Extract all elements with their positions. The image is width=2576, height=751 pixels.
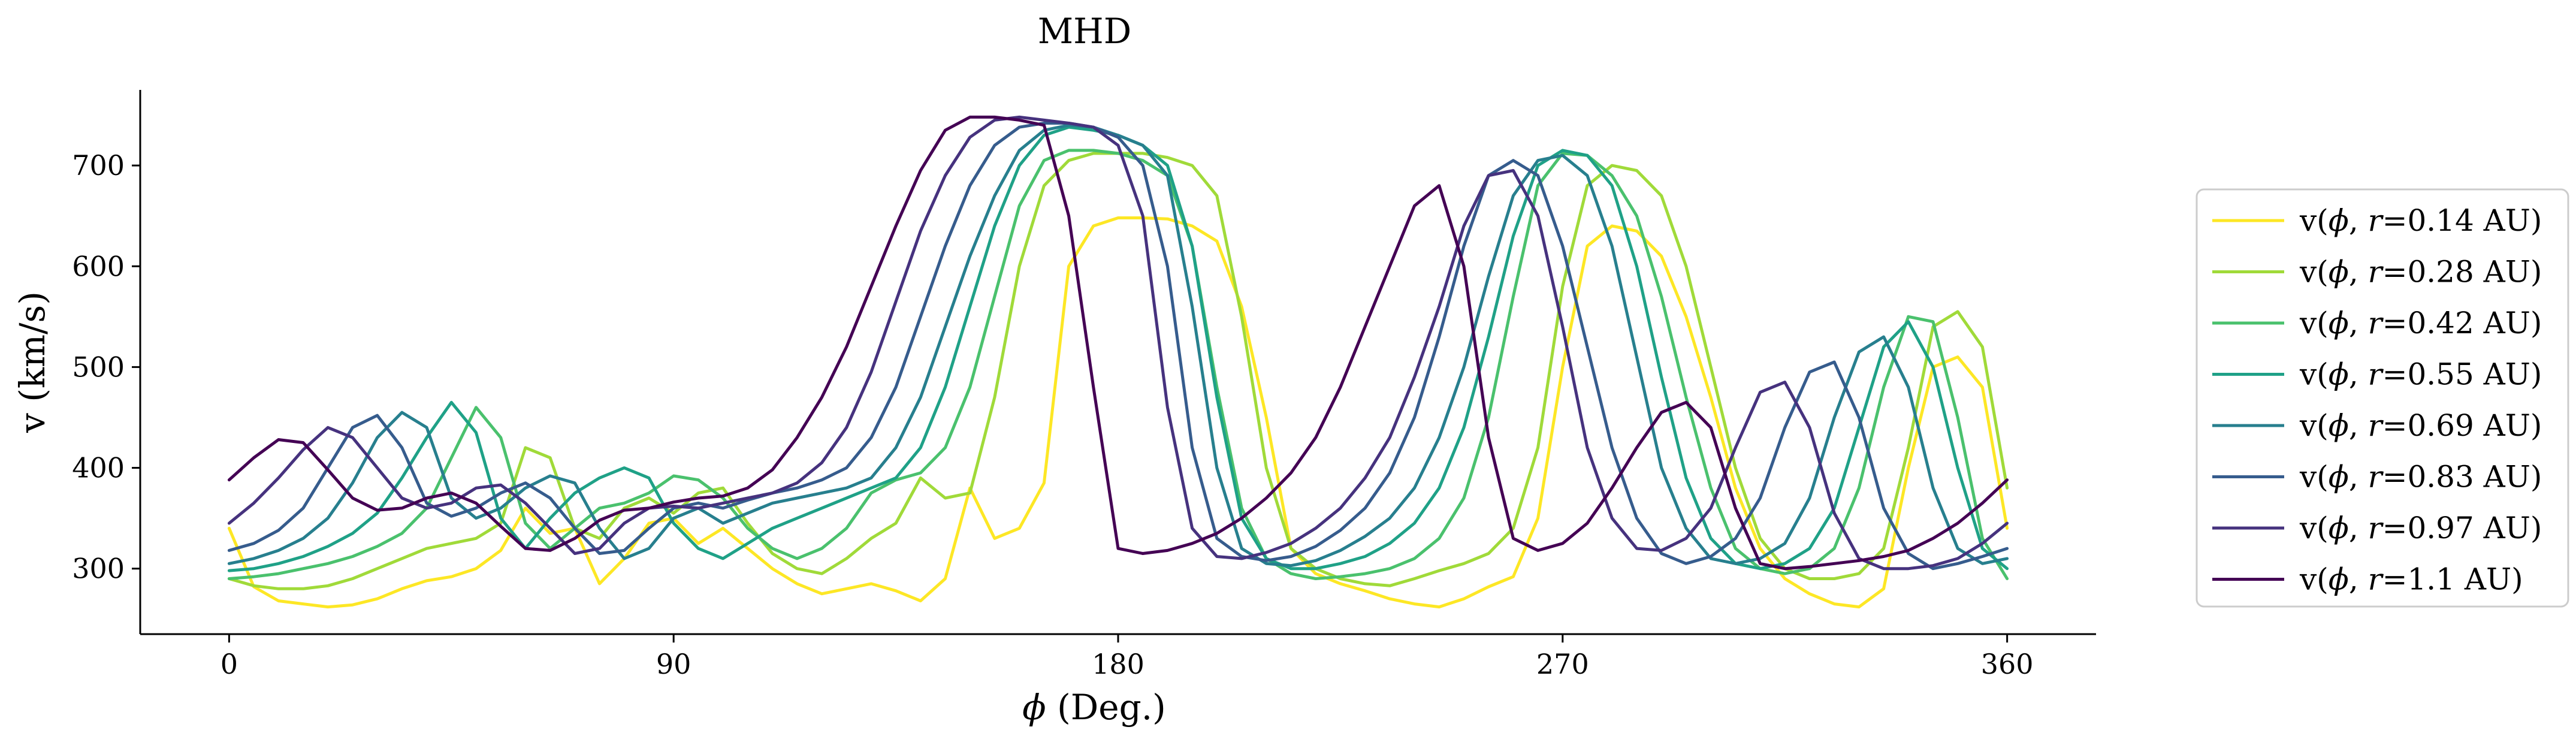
legend-prefix: v( bbox=[2299, 511, 2329, 545]
legend-phi-symbol: ϕ bbox=[2329, 357, 2349, 392]
legend-series-name: =0.83 AU) bbox=[2382, 460, 2542, 494]
series-line-5 bbox=[227, 122, 2009, 571]
legend-separator: , bbox=[2349, 203, 2368, 238]
y-axis-ticks: 300 400 500 600 700 bbox=[72, 149, 140, 585]
legend-phi-symbol: ϕ bbox=[2329, 203, 2349, 238]
legend-series-name: =0.28 AU) bbox=[2382, 255, 2542, 289]
legend-label-4: v(ϕ, r=0.69 AU) bbox=[2299, 408, 2542, 443]
legend-prefix: v( bbox=[2299, 562, 2329, 597]
y-tick-label: 700 bbox=[72, 149, 125, 182]
legend-prefix: v( bbox=[2299, 255, 2329, 289]
legend-prefix: v( bbox=[2299, 408, 2329, 443]
x-tick-label: 0 bbox=[221, 648, 238, 680]
legend-r-symbol: r bbox=[2368, 408, 2384, 443]
legend-series-name: =0.97 AU) bbox=[2382, 511, 2542, 545]
x-tick-label: 360 bbox=[1981, 648, 2034, 680]
series-line-2 bbox=[227, 149, 2009, 580]
legend-phi-symbol: ϕ bbox=[2329, 562, 2349, 597]
legend-series-name: =0.55 AU) bbox=[2382, 357, 2542, 392]
x-axis-label-suffix: (Deg.) bbox=[1046, 687, 1166, 728]
legend-phi-symbol: ϕ bbox=[2329, 408, 2349, 443]
x-axis-label: ϕ (Deg.) bbox=[1022, 687, 1166, 728]
y-tick-label: 500 bbox=[72, 351, 125, 383]
legend: v(ϕ, r=0.14 AU)v(ϕ, r=0.28 AU)v(ϕ, r=0.4… bbox=[2196, 188, 2569, 608]
legend-prefix: v( bbox=[2299, 306, 2329, 340]
legend-prefix: v( bbox=[2299, 203, 2329, 238]
legend-r-symbol: r bbox=[2368, 306, 2384, 340]
legend-r-symbol: r bbox=[2368, 255, 2384, 289]
legend-phi-symbol: ϕ bbox=[2329, 511, 2349, 545]
legend-label-3: v(ϕ, r=0.55 AU) bbox=[2299, 357, 2542, 392]
legend-label-5: v(ϕ, r=0.83 AU) bbox=[2299, 460, 2542, 494]
y-axis-label: v (km/s) bbox=[12, 291, 53, 433]
legend-series-name: =0.69 AU) bbox=[2382, 408, 2542, 443]
legend-r-symbol: r bbox=[2368, 511, 2384, 545]
legend-prefix: v( bbox=[2299, 357, 2329, 392]
legend-label-2: v(ϕ, r=0.42 AU) bbox=[2299, 306, 2542, 340]
legend-label-1: v(ϕ, r=0.28 AU) bbox=[2299, 255, 2542, 289]
legend-separator: , bbox=[2349, 255, 2368, 289]
legend-separator: , bbox=[2349, 306, 2368, 340]
legend-r-symbol: r bbox=[2368, 357, 2384, 392]
series-line-7 bbox=[227, 115, 2009, 571]
legend-separator: , bbox=[2349, 562, 2368, 597]
legend-r-symbol: r bbox=[2368, 203, 2384, 238]
legend-prefix: v( bbox=[2299, 460, 2329, 494]
series-line-6 bbox=[227, 115, 2009, 571]
legend-separator: , bbox=[2349, 357, 2368, 392]
x-axis-label-symbol: ϕ bbox=[1022, 687, 1046, 728]
x-tick-label: 270 bbox=[1536, 648, 1589, 680]
legend-series-name: =1.1 AU) bbox=[2382, 562, 2523, 597]
y-tick-label: 400 bbox=[72, 452, 125, 484]
legend-separator: , bbox=[2349, 511, 2368, 545]
legend-separator: , bbox=[2349, 408, 2368, 443]
legend-series-name: =0.42 AU) bbox=[2382, 306, 2542, 340]
legend-r-symbol: r bbox=[2368, 460, 2384, 494]
legend-series-name: =0.14 AU) bbox=[2382, 203, 2542, 238]
series-layer bbox=[227, 115, 2009, 609]
legend-label-6: v(ϕ, r=0.97 AU) bbox=[2299, 511, 2542, 545]
legend-phi-symbol: ϕ bbox=[2329, 306, 2349, 340]
legend-separator: , bbox=[2349, 460, 2368, 494]
legend-frame bbox=[2196, 188, 2569, 608]
x-tick-label: 90 bbox=[656, 648, 691, 680]
y-tick-label: 600 bbox=[72, 250, 125, 282]
legend-r-symbol: r bbox=[2368, 562, 2384, 597]
y-tick-label: 300 bbox=[72, 553, 125, 585]
legend-phi-symbol: ϕ bbox=[2329, 255, 2349, 289]
legend-label-0: v(ϕ, r=0.14 AU) bbox=[2299, 203, 2542, 238]
x-tick-label: 180 bbox=[1092, 648, 1144, 680]
chart-title: MHD bbox=[1038, 11, 1131, 52]
legend-label-7: v(ϕ, r=1.1 AU) bbox=[2299, 562, 2523, 597]
legend-phi-symbol: ϕ bbox=[2329, 460, 2349, 494]
series-line-4 bbox=[227, 123, 2009, 568]
series-line-0 bbox=[227, 216, 2009, 609]
x-axis-ticks: 0 90 180 270 360 bbox=[221, 634, 2034, 680]
